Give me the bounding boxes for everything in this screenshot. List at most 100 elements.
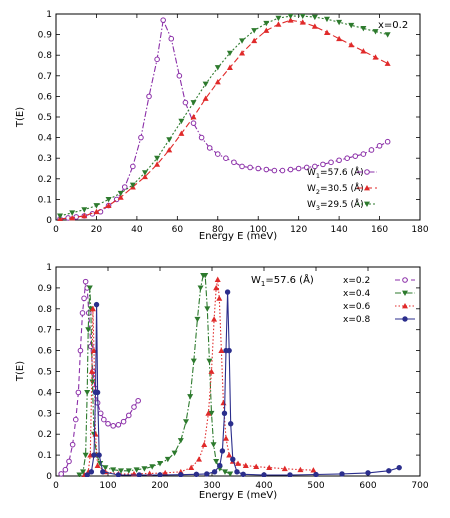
data-point	[88, 368, 95, 374]
data-point	[194, 316, 201, 323]
data-point	[160, 17, 166, 23]
data-point	[263, 166, 270, 173]
x-tick-label: 0	[53, 225, 59, 235]
data-point	[202, 81, 209, 88]
data-point	[220, 399, 227, 406]
data-point	[396, 464, 402, 471]
legend-label-suffix: =30.5 (Å)	[320, 182, 364, 194]
y-tick-label: 1	[46, 263, 52, 273]
data-point	[311, 14, 318, 21]
data-point	[226, 50, 233, 57]
data-point	[117, 194, 124, 200]
data-point	[76, 472, 83, 477]
data-point	[206, 358, 213, 365]
data-point	[97, 410, 104, 417]
data-point	[247, 164, 253, 171]
data-point	[310, 467, 317, 473]
annotation-bottom-name: W	[251, 275, 261, 286]
data-point	[336, 157, 342, 164]
data-point	[157, 461, 163, 467]
data-point	[360, 26, 367, 32]
data-point	[224, 289, 231, 295]
data-point	[205, 410, 212, 416]
data-point	[72, 416, 79, 423]
data-point	[97, 461, 104, 467]
data-point	[251, 37, 258, 44]
data-point	[190, 114, 197, 120]
data-point	[214, 78, 221, 85]
data-point	[136, 472, 142, 477]
data-point	[271, 167, 278, 174]
x-tick-label: 180	[411, 225, 428, 235]
legend-item: x=0.8	[343, 315, 415, 325]
legend-label-name: W	[307, 184, 316, 194]
data-point	[208, 410, 215, 417]
data-point	[255, 165, 262, 172]
data-point	[206, 145, 213, 151]
data-point	[96, 452, 102, 458]
data-point	[190, 100, 197, 106]
series-group-top	[57, 14, 391, 221]
data-point	[235, 460, 241, 466]
data-point	[182, 99, 189, 106]
data-point	[105, 197, 112, 203]
data-point	[188, 464, 195, 471]
legend-marker	[402, 316, 408, 322]
data-point	[352, 153, 359, 159]
data-point	[320, 161, 326, 168]
data-point	[348, 22, 355, 29]
data-point	[69, 441, 76, 448]
data-point	[323, 29, 330, 35]
data-point	[91, 452, 97, 458]
chart-bottom: 0 100 200 300 400 500 600 700 0 0.1 0.2 0.3 0.4 0.5 0.…	[15, 263, 429, 501]
data-point	[230, 456, 236, 462]
data-point	[253, 463, 260, 469]
data-point	[90, 347, 97, 353]
data-point	[234, 469, 240, 475]
data-point	[85, 327, 92, 333]
data-point	[168, 35, 175, 42]
x-axis-label-bottom: Energy E (meV)	[199, 490, 277, 501]
y-tick-label: 0.3	[38, 409, 52, 419]
y-tick-label: 0.1	[38, 195, 52, 205]
data-point	[323, 16, 330, 23]
data-point	[183, 419, 189, 425]
data-point	[94, 389, 101, 396]
legend-label: x=0.6	[343, 302, 370, 312]
data-point	[384, 60, 391, 66]
legend-label-name: W	[307, 200, 316, 210]
legend-bottom: x=0.2 x=0.4 x=0.6 x=0.8	[343, 276, 415, 325]
series-w3	[57, 14, 391, 219]
data-point	[263, 20, 270, 27]
data-point	[261, 472, 267, 477]
y-tick-label: 0	[46, 216, 52, 226]
data-point	[166, 146, 173, 153]
legend-label: x=0.2	[343, 276, 370, 286]
y-tick-label: 0.9	[38, 284, 53, 294]
data-point	[328, 159, 334, 166]
data-point	[376, 143, 383, 149]
data-point	[213, 284, 220, 291]
data-point	[115, 472, 122, 477]
data-point	[79, 310, 86, 316]
y-tick-label: 0.6	[38, 347, 53, 357]
data-point	[344, 155, 351, 161]
x-tick-label: 100	[250, 225, 267, 235]
data-point	[202, 272, 209, 279]
data-point	[251, 28, 258, 34]
data-point	[223, 435, 230, 441]
data-point	[208, 368, 215, 374]
data-point	[154, 161, 161, 167]
series-x-0-8	[84, 289, 402, 477]
data-point	[336, 19, 343, 26]
data-point	[129, 182, 136, 188]
y-tick-label: 0.9	[38, 31, 53, 41]
data-point	[118, 468, 124, 474]
data-point	[86, 285, 93, 291]
data-point	[100, 469, 106, 475]
legend-top: W1=57.6 (Å)W2=30.5 (Å)W3=29.5 (Å)	[307, 166, 377, 212]
x-tick-label: 60	[172, 225, 184, 235]
data-point	[213, 458, 220, 465]
data-point	[287, 472, 293, 477]
data-point	[384, 138, 391, 145]
